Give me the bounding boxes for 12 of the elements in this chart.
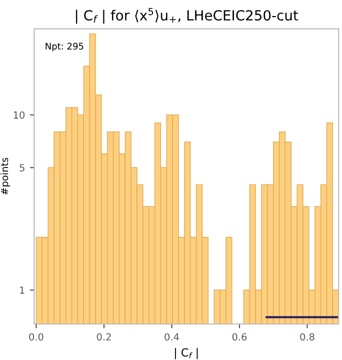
x-axis-title: | C$_{f}$ | [175, 348, 198, 360]
y-tick-label: 5 [20, 164, 24, 172]
y-tick-label: 1 [20, 286, 24, 294]
y-axis-title: #points [0, 158, 10, 195]
x-tick-label: 0.2 [96, 333, 111, 341]
x-tick-label: 0.4 [164, 333, 179, 341]
x-tick-label: 0.0 [29, 333, 44, 341]
chart-title: | C$_{f}$ | for ⟨x$^{5}$⟩u$_{+}$, LHeCEIC250-cut [76, 8, 298, 24]
annotation: Npt: 295 [46, 42, 84, 52]
x-tick-label: 0.8 [300, 333, 314, 341]
x-tick-label: 0.6 [232, 333, 247, 341]
y-tick-label: 10 [14, 111, 25, 119]
